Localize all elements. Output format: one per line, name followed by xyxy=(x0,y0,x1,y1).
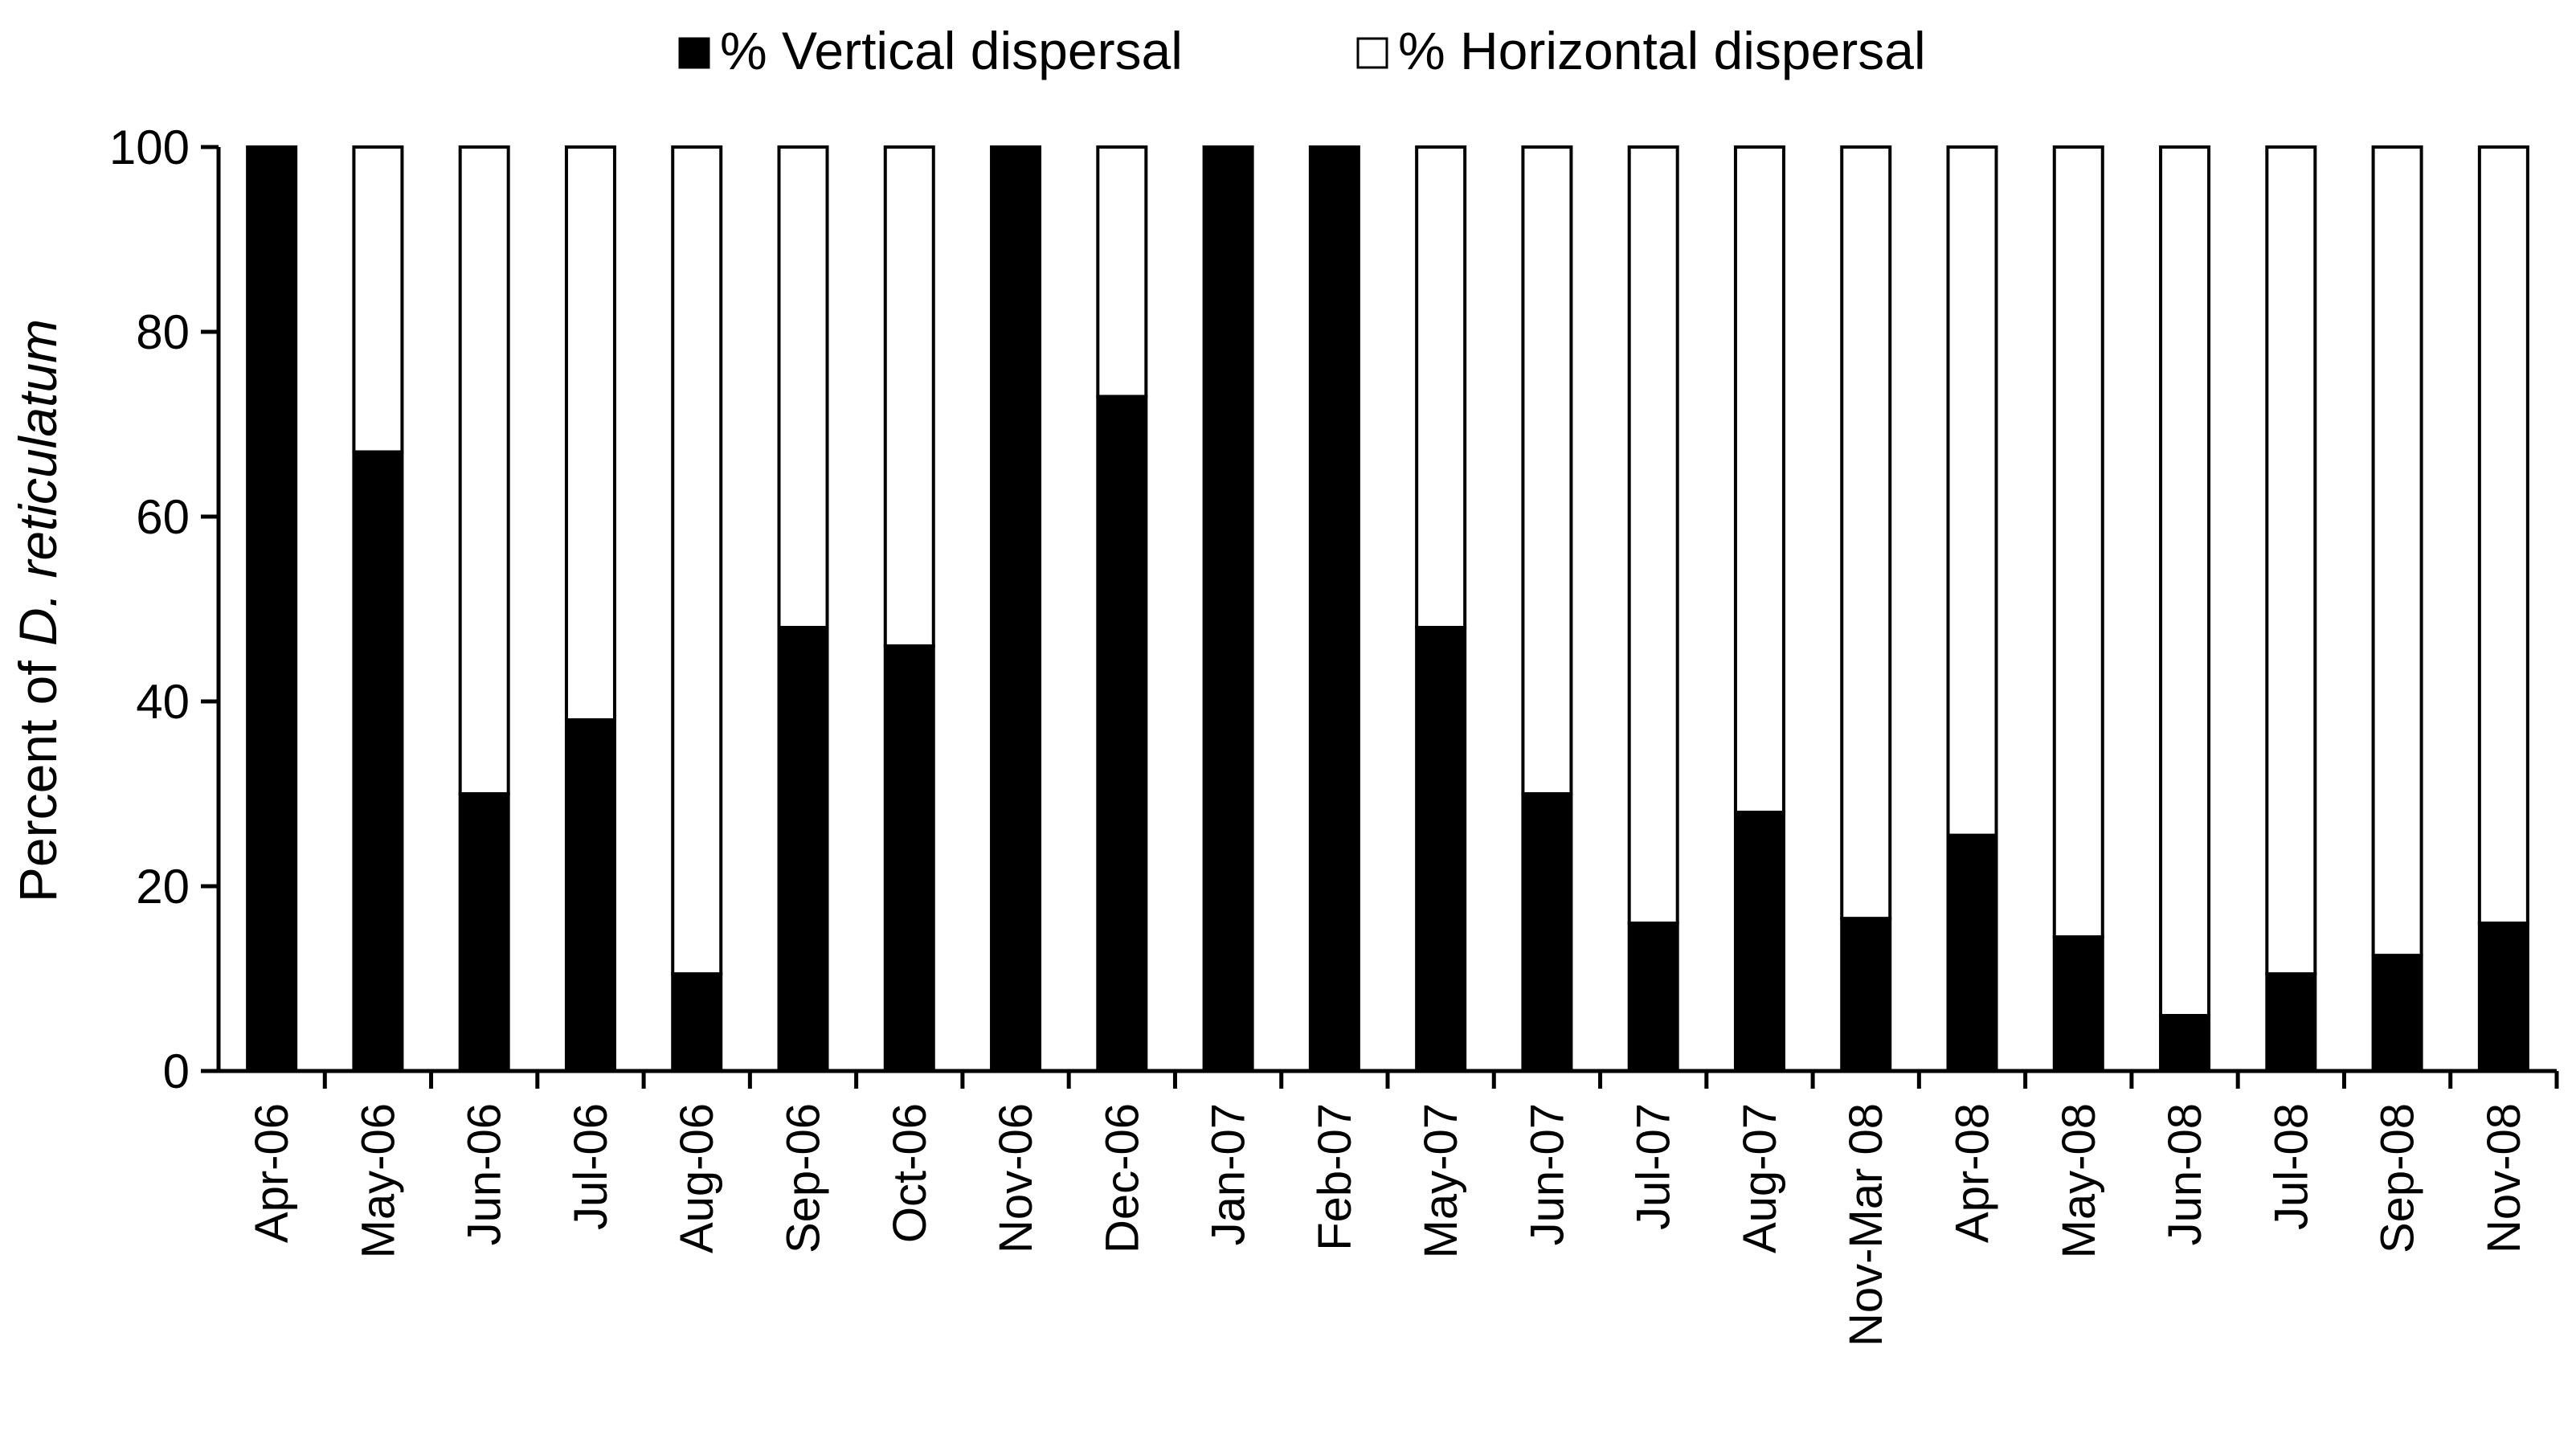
x-category-label: Feb-07 xyxy=(1309,1103,1361,1251)
bar-horizontal-dispersal xyxy=(2265,145,2317,976)
bar-vertical-dispersal xyxy=(1627,922,1679,1073)
bar-vertical-dispersal xyxy=(352,450,404,1073)
x-category-label: Jul-07 xyxy=(1628,1103,1680,1230)
x-category-label: Jun-07 xyxy=(1521,1103,1573,1245)
bar-horizontal-dispersal xyxy=(1627,145,1679,925)
bar-horizontal-dispersal xyxy=(1415,145,1467,629)
x-category-label: Jan-07 xyxy=(1203,1103,1255,1245)
bar-horizontal-dispersal xyxy=(2477,145,2529,925)
bar-vertical-dispersal xyxy=(883,644,935,1073)
bar-horizontal-dispersal xyxy=(1946,145,1998,837)
y-tick-label: 60 xyxy=(136,490,190,544)
y-axis-title-prefix: Percent of xyxy=(8,646,67,902)
y-axis-ticks: 0 20 40 60 80 100 xyxy=(109,121,219,1098)
x-category-label: Sep-08 xyxy=(2372,1103,2424,1253)
x-category-label: May-08 xyxy=(2053,1103,2105,1258)
x-axis-ticks: Apr-06 May-06 Jun-06 Jul-06 Aug-06 Sep-06 Oct-… xyxy=(246,1071,2559,1347)
bar-vertical-dispersal xyxy=(246,145,298,1073)
bar-horizontal-dispersal xyxy=(458,145,510,795)
bar-vertical-dispersal xyxy=(2159,1014,2211,1073)
x-category-label: Jul-06 xyxy=(565,1103,617,1230)
x-category-label: Nov-06 xyxy=(990,1103,1042,1253)
bar-vertical-dispersal xyxy=(777,626,829,1073)
y-tick-label: 100 xyxy=(109,121,190,174)
x-category-label: Aug-07 xyxy=(1734,1103,1786,1253)
x-category-label: Nov-Mar 08 xyxy=(1840,1103,1892,1347)
bar-vertical-dispersal xyxy=(564,718,616,1073)
x-category-label: May-06 xyxy=(352,1103,404,1258)
x-category-label: Jun-08 xyxy=(2159,1103,2211,1245)
x-category-label: May-07 xyxy=(1415,1103,1467,1258)
bar-vertical-dispersal xyxy=(2477,922,2529,1073)
bar-vertical-dispersal xyxy=(2265,972,2317,1073)
x-category-label: Oct-06 xyxy=(884,1103,936,1243)
x-category-label: Jun-06 xyxy=(459,1103,511,1245)
legend: % Vertical dispersal % Horizontal disper… xyxy=(678,21,1926,80)
bar-vertical-dispersal xyxy=(1202,145,1254,1073)
y-tick-label: 80 xyxy=(136,305,190,359)
legend-label-vertical: % Vertical dispersal xyxy=(720,21,1183,80)
x-category-label: Sep-06 xyxy=(778,1103,830,1253)
bar-vertical-dispersal xyxy=(671,972,723,1073)
bar-horizontal-dispersal xyxy=(2159,145,2211,1017)
bar-horizontal-dispersal xyxy=(1096,145,1148,399)
bar-vertical-dispersal xyxy=(1521,792,1573,1073)
bar-vertical-dispersal xyxy=(2371,954,2423,1073)
x-category-label: Nov-08 xyxy=(2478,1103,2530,1253)
legend-swatch-horizontal xyxy=(1356,37,1388,69)
y-axis-title: Percent of D. reticulatum xyxy=(8,319,67,902)
bar-horizontal-dispersal xyxy=(1840,145,1892,921)
bar-vertical-dispersal xyxy=(2052,935,2104,1073)
y-tick-label: 0 xyxy=(163,1044,190,1098)
x-category-label: Dec-06 xyxy=(1096,1103,1148,1253)
bar-horizontal-dispersal xyxy=(2052,145,2104,939)
bar-vertical-dispersal xyxy=(1840,917,1892,1073)
x-category-label: Apr-08 xyxy=(1947,1103,1999,1243)
bar-vertical-dispersal xyxy=(990,145,1042,1073)
bar-vertical-dispersal xyxy=(1096,394,1148,1073)
bar-vertical-dispersal xyxy=(1308,145,1360,1073)
bar-horizontal-dispersal xyxy=(1521,145,1573,795)
bar-horizontal-dispersal xyxy=(2371,145,2423,958)
bar-vertical-dispersal xyxy=(458,792,510,1073)
bars xyxy=(246,145,2529,1073)
bar-vertical-dispersal xyxy=(1415,626,1467,1073)
bar-horizontal-dispersal xyxy=(777,145,829,629)
x-category-label: Apr-06 xyxy=(246,1103,298,1243)
x-category-label: Jul-08 xyxy=(2265,1103,2317,1230)
legend-label-horizontal: % Horizontal dispersal xyxy=(1398,21,1926,80)
bar-vertical-dispersal xyxy=(1733,811,1785,1073)
bar-horizontal-dispersal xyxy=(883,145,935,648)
y-tick-label: 40 xyxy=(136,675,190,729)
y-tick-label: 20 xyxy=(136,860,190,914)
bar-horizontal-dispersal xyxy=(1733,145,1785,814)
bar-vertical-dispersal xyxy=(1946,833,1998,1073)
bar-horizontal-dispersal xyxy=(671,145,723,976)
legend-swatch-vertical xyxy=(678,37,710,69)
bar-horizontal-dispersal xyxy=(564,145,616,722)
y-axis-title-species: D. reticulatum xyxy=(8,319,67,646)
x-category-label: Aug-06 xyxy=(671,1103,723,1253)
bar-horizontal-dispersal xyxy=(352,145,404,454)
